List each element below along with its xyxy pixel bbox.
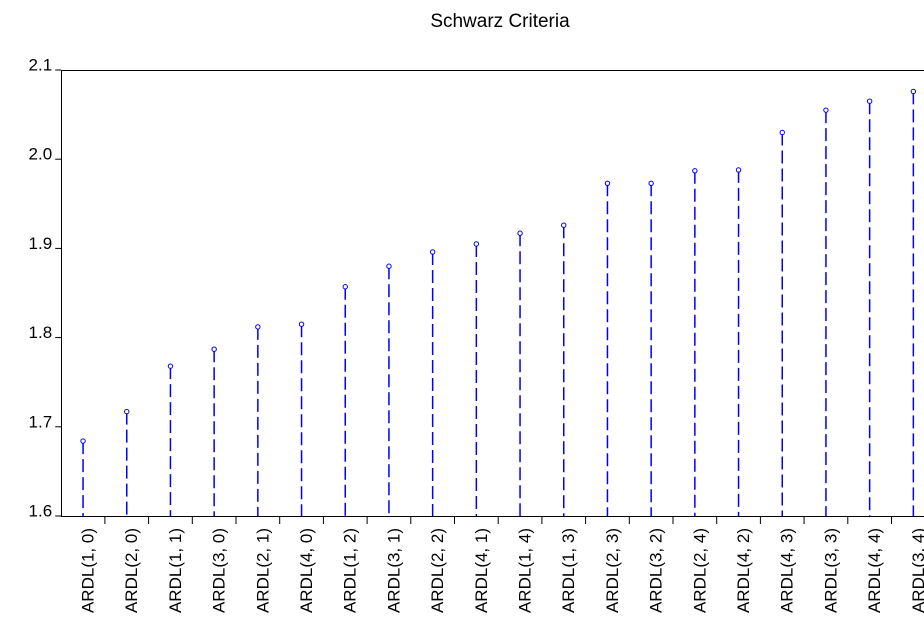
chart-title: Schwarz Criteria <box>430 11 570 32</box>
x-tick-label: ARDL(2, 1) <box>253 528 272 613</box>
x-tick-label: ARDL(3, 2) <box>647 528 666 613</box>
x-tick-label: ARDL(2, 2) <box>428 528 447 613</box>
marker <box>866 98 873 104</box>
x-tick-label: ARDL(2, 0) <box>122 528 141 613</box>
x-tick-label: ARDL(4, 2) <box>734 528 753 613</box>
y-tick-label: 1.9 <box>29 234 53 253</box>
marker <box>692 168 698 174</box>
marker <box>298 321 305 327</box>
marker <box>124 408 130 415</box>
marker <box>211 346 217 352</box>
marker <box>473 241 480 247</box>
marker <box>648 180 654 186</box>
x-tick-label: ARDL(3, 3) <box>821 528 840 613</box>
x-tick-label: ARDL(3, 0) <box>210 528 229 613</box>
y-tick-label: 2.0 <box>29 145 53 164</box>
x-tick-label: ARDL(1, 4) <box>516 528 535 613</box>
x-tick-label: ARDL(2, 3) <box>603 528 622 613</box>
x-tick-label: ARDL(4, 4) <box>865 528 884 613</box>
marker <box>429 249 436 255</box>
x-tick-label: ARDL(3, 1) <box>384 528 403 613</box>
x-tick-label: ARDL(3, 4) <box>909 528 924 613</box>
marker <box>255 324 261 330</box>
marker <box>386 263 392 269</box>
x-tick-label: ARDL(2, 4) <box>690 528 709 613</box>
x-tick-label: ARDL(1, 3) <box>559 528 578 613</box>
marker <box>167 363 174 369</box>
y-tick-label: 2.1 <box>29 55 53 74</box>
x-tick-label: ARDL(4, 3) <box>778 528 797 613</box>
y-tick-label: 1.6 <box>29 501 53 520</box>
x-tick-label: ARDL(1, 0) <box>79 528 98 613</box>
y-tick-label: 1.7 <box>29 412 53 431</box>
marker <box>517 230 523 236</box>
x-tick-label: ARDL(4, 0) <box>297 528 316 613</box>
marker <box>823 107 829 113</box>
marker <box>735 167 742 173</box>
y-tick-label: 1.8 <box>29 323 53 342</box>
marker <box>561 222 567 228</box>
marker <box>779 129 785 136</box>
x-tick-label: ARDL(1, 2) <box>341 528 360 613</box>
marker <box>604 180 611 186</box>
x-tick-label: ARDL(4, 1) <box>472 528 491 613</box>
x-tick-label: ARDL(1, 1) <box>166 528 185 613</box>
marker <box>910 88 917 95</box>
marker <box>80 438 86 444</box>
marker <box>342 284 348 290</box>
